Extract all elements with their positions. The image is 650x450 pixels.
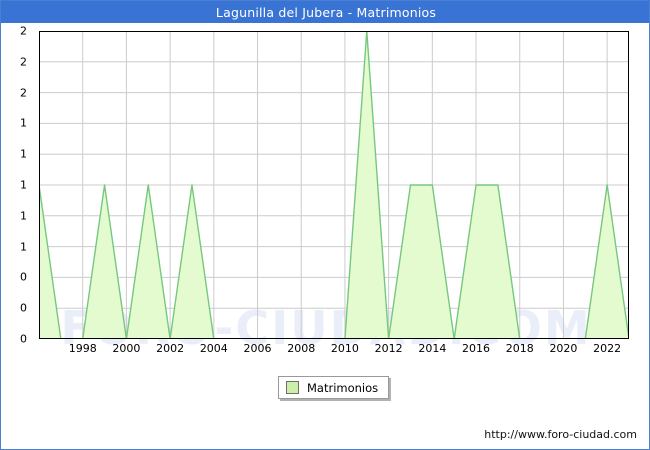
y-axis-tick-label: 2 (20, 86, 27, 100)
plot-area (39, 31, 629, 339)
x-axis-tick-label: 2014 (418, 342, 447, 355)
x-axis-tick-label: 2002 (156, 342, 185, 355)
x-axis-tick-label: 2010 (330, 342, 359, 355)
legend-swatch-matrimonios (286, 381, 299, 394)
y-axis-tick-label: 1 (20, 209, 27, 223)
y-axis-tick-label: 1 (20, 116, 27, 130)
x-axis-tick-label: 2012 (374, 342, 403, 355)
y-axis-tick-label: 1 (20, 178, 27, 192)
window-title-bar: Lagunilla del Jubera - Matrimonios (1, 1, 649, 23)
y-axis-tick-label: 0 (20, 332, 27, 346)
legend-label-matrimonios: Matrimonios (307, 380, 379, 395)
x-axis-tick-label: 2000 (112, 342, 141, 355)
x-axis-tick-label: 2022 (593, 342, 622, 355)
x-axis-tick-label: 2020 (549, 342, 578, 355)
footer-source-url[interactable]: http://www.foro-ciudad.com (484, 428, 637, 441)
chart-legend[interactable]: Matrimonios (278, 376, 390, 399)
page-title: Lagunilla del Jubera - Matrimonios (215, 4, 437, 20)
y-axis-tick-label: 0 (20, 270, 27, 284)
x-axis-tick-label: 2006 (243, 342, 272, 355)
x-axis-tick-label: 2004 (199, 342, 228, 355)
series-matrimonios (39, 31, 629, 339)
x-axis-tick-label: 2018 (505, 342, 534, 355)
plot-frame (39, 31, 629, 339)
y-axis-tick-label: 0 (20, 301, 27, 315)
y-axis-tick-label: 2 (20, 55, 27, 69)
x-axis-tick-label: 2016 (462, 342, 491, 355)
y-axis-tick-label: 1 (20, 147, 27, 161)
x-axis-tick-label: 1998 (68, 342, 97, 355)
y-axis-tick-label: 2 (20, 24, 27, 38)
x-axis-tick-label: 2008 (287, 342, 316, 355)
y-axis-tick-label: 1 (20, 240, 27, 254)
